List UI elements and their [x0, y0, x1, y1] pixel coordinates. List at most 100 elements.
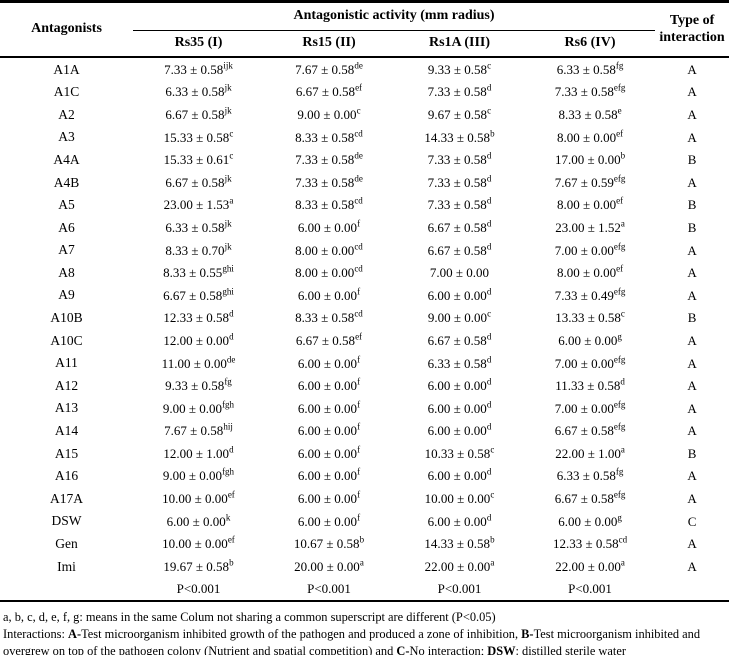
significance-superscript: b — [620, 150, 626, 161]
table-row: A1A 7.33 ± 0.58ijk 7.67 ± 0.58de 9.33 ± 0.5… — [0, 57, 729, 81]
table-row: A5 23.00 ± 1.53a 8.33 ± 0.58cd 7.33 ± 0.58d… — [0, 194, 729, 217]
interaction-type-cell: A — [687, 129, 697, 145]
table-row: Gen 10.00 ± 0.00ef 10.67 ± 0.58b 14.33 ± 0.… — [0, 532, 729, 555]
footnote-segment: No interaction; — [409, 643, 488, 655]
significance-superscript: f — [357, 376, 361, 387]
antagonist-name-cell: A7 — [58, 242, 75, 258]
significance-superscript: c — [487, 60, 492, 71]
significance-superscript: d — [229, 331, 234, 342]
activity-value-cell: 8.00 ± 0.00ef — [556, 128, 624, 145]
column-group-header-activity: Antagonistic activity (mm radius) — [133, 1, 656, 31]
activity-value-cell: 9.67 ± 0.58c — [427, 105, 492, 122]
significance-superscript: fg — [615, 60, 624, 71]
activity-value-cell: 13.33 ± 0.58c — [555, 309, 625, 326]
interaction-type-cell: A — [687, 468, 697, 484]
significance-superscript: cd — [354, 196, 363, 207]
significance-superscript: cd — [354, 128, 363, 139]
table-row: Imi 19.67 ± 0.58b 20.00 ± 0.00a 22.00 ± 0.0… — [0, 555, 729, 578]
activity-value-cell: 8.33 ± 0.70jk — [165, 241, 232, 258]
activity-value-cell: 6.67 ± 0.58jk — [165, 105, 232, 122]
antagonist-name-cell: A6 — [58, 219, 75, 235]
significance-superscript: cd — [354, 309, 363, 319]
activity-value-cell: 6.00 ± 0.00d — [427, 286, 492, 303]
significance-superscript: e — [617, 105, 622, 116]
activity-value-cell: 6.00 ± 0.00g — [558, 331, 622, 348]
significance-superscript: a — [620, 218, 625, 229]
activity-value-cell: 6.33 ± 0.58jk — [165, 83, 232, 100]
table-row: A11 11.00 ± 0.00de 6.00 ± 0.00f 6.33 ± 0.58… — [0, 352, 729, 375]
activity-value-cell: 6.00 ± 0.00d — [427, 467, 492, 484]
significance-superscript: f — [357, 444, 361, 455]
activity-value-cell: 7.33 ± 0.58ijk — [164, 60, 233, 77]
activity-value-cell: 6.67 ± 0.58efg — [554, 421, 626, 439]
significance-superscript: fgh — [222, 467, 235, 478]
significance-superscript: ef — [355, 83, 363, 94]
interaction-type-cell: A — [687, 106, 697, 122]
activity-value-cell: 6.33 ± 0.58fg — [556, 60, 624, 77]
significance-superscript: ijk — [223, 60, 233, 71]
activity-value-cell: 6.33 ± 0.58fg — [556, 467, 624, 484]
significance-superscript: efg — [613, 286, 626, 297]
activity-value-cell: 6.33 ± 0.58jk — [165, 218, 232, 235]
significance-superscript: cd — [618, 534, 628, 545]
footnote-segment: DSW — [487, 643, 516, 655]
significance-superscript: ef — [227, 534, 235, 545]
activity-value-cell: 7.00 ± 0.00efg — [554, 399, 626, 416]
activity-value-cell: 10.00 ± 0.00ef — [162, 489, 235, 507]
significance-superscript: efg — [613, 241, 626, 252]
activity-value-cell: 6.00 ± 0.00k — [166, 512, 231, 529]
significance-superscript: b — [359, 534, 365, 545]
table-row: P<0.001 P<0.001 P<0.001 P<0.001 — [0, 578, 729, 602]
activity-value-cell: 6.00 ± 0.00f — [297, 399, 361, 416]
footnote-segment: B- — [521, 626, 534, 641]
activity-value-cell: 9.00 ± 0.00c — [297, 105, 361, 122]
table-row: A3 15.33 ± 0.58c 8.33 ± 0.58cd 14.33 ± 0.58… — [0, 126, 729, 149]
table-row: A6 6.33 ± 0.58jk 6.00 ± 0.00f 6.67 ± 0.58d 2… — [0, 216, 729, 239]
significance-superscript: c — [490, 489, 495, 500]
significance-superscript: b — [229, 557, 234, 568]
antagonist-name-cell: A1A — [53, 61, 80, 77]
significance-superscript: de — [226, 354, 236, 365]
activity-value-cell: P<0.001 — [568, 581, 612, 597]
antagonist-name-cell: A4A — [53, 151, 80, 167]
significance-superscript: ef — [616, 128, 624, 139]
column-header-rs1a: Rs1A (III) — [428, 35, 491, 51]
significance-superscript: a — [620, 557, 625, 568]
antagonist-name-cell: DSW — [51, 513, 82, 529]
significance-superscript: f — [357, 467, 361, 478]
column-header-type-of-interaction: Type of interaction — [659, 13, 725, 45]
activity-value-cell: 10.67 ± 0.58b — [293, 534, 365, 552]
activity-value-cell: 8.00 ± 0.00cd — [295, 241, 363, 258]
footnotes: a, b, c, d, e, f, g: means in the same C… — [0, 602, 729, 655]
significance-superscript: jk — [224, 83, 232, 94]
activity-value-cell: 8.33 ± 0.58cd — [295, 196, 363, 213]
antagonist-name-cell: A1C — [53, 84, 80, 100]
significance-superscript: f — [357, 354, 361, 365]
significance-superscript: ef — [616, 196, 624, 207]
interaction-type-cell: A — [687, 491, 697, 507]
interaction-type-cell: A — [687, 174, 697, 190]
significance-superscript: cd — [354, 263, 363, 274]
activity-value-cell: 11.33 ± 0.58d — [555, 376, 625, 394]
significance-superscript: k — [225, 512, 231, 523]
activity-value-cell: 17.00 ± 0.00b — [554, 150, 626, 168]
activity-value-cell: 6.00 ± 0.00d — [427, 512, 492, 529]
interaction-type-cell: A — [687, 265, 697, 281]
interaction-type-cell: A — [687, 423, 697, 439]
significance-superscript: ghi — [222, 263, 234, 274]
activity-value-cell: 6.00 ± 0.00f — [297, 286, 361, 303]
activity-value-cell: 15.33 ± 0.61c — [163, 150, 234, 168]
activity-value-cell: 7.67 ± 0.58hij — [164, 421, 233, 439]
significance-superscript: g — [617, 331, 622, 342]
activity-value-cell: 19.67 ± 0.58b — [163, 557, 234, 574]
antagonist-name-cell: A2 — [58, 106, 75, 122]
antagonist-name-cell: A9 — [58, 287, 75, 303]
column-header-rs35: Rs35 (I) — [174, 35, 223, 51]
table-row: A7 8.33 ± 0.70jk 8.00 ± 0.00cd 6.67 ± 0.58d… — [0, 239, 729, 262]
interaction-type-cell: A — [687, 355, 697, 371]
activity-value-cell: 7.67 ± 0.58de — [295, 60, 363, 77]
activity-value-cell: 7.33 ± 0.49efg — [554, 286, 626, 303]
activity-value-cell: 8.33 ± 0.58e — [558, 105, 622, 122]
table-row: A12 9.33 ± 0.58fg 6.00 ± 0.00f 6.00 ± 0.00d… — [0, 374, 729, 397]
significance-superscript: d — [486, 150, 492, 161]
